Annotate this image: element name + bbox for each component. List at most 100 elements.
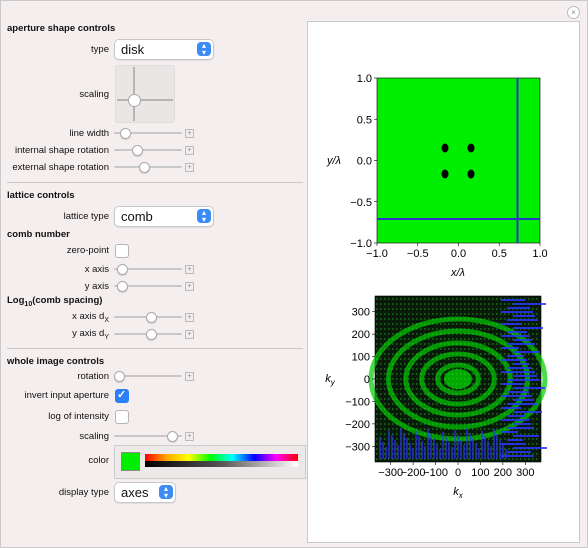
- log-intensity-checkbox[interactable]: [115, 410, 129, 424]
- plus-icon[interactable]: +: [185, 163, 194, 172]
- y-tick-label: 300: [352, 307, 370, 319]
- plus-icon[interactable]: +: [185, 313, 194, 322]
- comb-spacing-prefix: Log: [7, 295, 25, 306]
- scaling-label: scaling: [79, 89, 109, 100]
- y-axis-label: y axis: [84, 281, 109, 292]
- diffraction-xlabel: kx: [453, 486, 464, 500]
- internal-rotation-slider[interactable]: +: [114, 145, 194, 156]
- diffraction-ylabel: ky: [325, 373, 336, 387]
- plus-icon[interactable]: +: [185, 146, 194, 155]
- x-tick-label: −1.0: [366, 248, 388, 260]
- x-tick-label: 0.0: [451, 248, 466, 260]
- x-axis-d-slider[interactable]: +: [114, 312, 194, 323]
- aperture-dot: [441, 143, 449, 153]
- section-divider: [7, 182, 303, 183]
- plus-icon[interactable]: +: [185, 282, 194, 291]
- lattice-type-value: comb: [121, 209, 153, 224]
- display-type-select[interactable]: axes ▴ ▾: [114, 482, 176, 503]
- diffraction-ring: [435, 362, 481, 396]
- plus-icon[interactable]: +: [185, 372, 194, 381]
- scaling-whole-slider[interactable]: +: [114, 431, 194, 442]
- slider-thumb[interactable]: [131, 145, 143, 156]
- y-tick-label: 200: [352, 329, 370, 341]
- color-gradient-bar[interactable]: [145, 454, 298, 467]
- zero-point-checkbox[interactable]: [115, 244, 129, 258]
- color-swatch[interactable]: [121, 452, 140, 471]
- slider-track: [114, 435, 182, 437]
- scaling-2d-slider[interactable]: [115, 65, 175, 123]
- diffraction-pattern: [368, 298, 548, 460]
- comb-spacing-suffix: (comb spacing): [32, 295, 103, 306]
- diffraction-plot: −300−200−100 0 100 200 300−300−200−100010020…: [325, 295, 548, 500]
- x-tick-label: 200: [494, 467, 512, 479]
- aperture-ticks: −1.0 −0.5 0.0 0.5 1.0 −1.0 −0.5 0.0 0.5 1.0: [350, 73, 547, 260]
- slider-thumb[interactable]: [138, 162, 150, 173]
- slider-thumb[interactable]: [146, 312, 158, 323]
- y-tick-label: 100: [352, 352, 370, 364]
- plus-icon[interactable]: +: [185, 330, 194, 339]
- slider-thumb[interactable]: [119, 128, 131, 139]
- internal-rotation-label: internal shape rotation: [14, 145, 109, 156]
- external-rotation-slider[interactable]: +: [114, 162, 194, 173]
- x-tick-label: 0: [455, 467, 461, 479]
- line-width-slider[interactable]: +: [114, 128, 194, 139]
- slider-thumb[interactable]: [167, 431, 179, 442]
- y-axis-d-label: y axis dY: [72, 328, 109, 341]
- comb-number-title: comb number: [7, 229, 70, 240]
- invert-label: invert input aperture: [24, 390, 110, 401]
- rotation-slider[interactable]: +: [114, 371, 194, 382]
- rotation-label: rotation: [77, 371, 109, 382]
- slider-track: [114, 268, 182, 270]
- lattice-type-select[interactable]: comb ▴ ▾: [114, 206, 214, 227]
- aperture-dot: [441, 169, 449, 179]
- x-axis-label: x axis: [84, 264, 109, 275]
- slider-thumb[interactable]: [146, 329, 158, 340]
- type-select[interactable]: disk ▴ ▾: [114, 39, 214, 60]
- color-label: color: [88, 455, 109, 466]
- line-width-label: line width: [69, 128, 109, 139]
- aperture-xlabel: x/λ: [450, 267, 465, 279]
- invert-checkbox[interactable]: [115, 388, 129, 403]
- aperture-ylabel: y/λ: [326, 155, 341, 167]
- x-tick-label: −200: [401, 467, 426, 479]
- type-label: type: [91, 44, 109, 55]
- aperture-dot: [467, 169, 475, 179]
- controls-panel: aperture shape controls type disk ▴ ▾ sca…: [3, 17, 306, 545]
- x-axis-d-sub: X: [104, 316, 109, 324]
- color-picker[interactable]: [114, 445, 306, 479]
- close-icon[interactable]: ×: [567, 6, 580, 19]
- slider-thumb[interactable]: [114, 371, 125, 382]
- slider-thumb[interactable]: [116, 281, 128, 292]
- y-tick-label: −1.0: [350, 238, 372, 250]
- plus-icon[interactable]: +: [185, 129, 194, 138]
- diffraction-xlabel-sub: x: [458, 491, 464, 500]
- slider-thumb[interactable]: [116, 264, 128, 275]
- y-axis-slider[interactable]: +: [114, 281, 194, 292]
- plus-icon[interactable]: +: [185, 432, 194, 441]
- plus-icon[interactable]: +: [185, 265, 194, 274]
- gradient-shade: [145, 461, 298, 467]
- y-tick-label: −0.5: [350, 197, 372, 209]
- chevron-updown-icon: ▴ ▾: [197, 42, 211, 57]
- chevron-updown-icon: ▴ ▾: [159, 485, 173, 500]
- x-tick-label: −100: [423, 467, 448, 479]
- comb-spacing-sub: 10: [24, 300, 33, 308]
- y-tick-label: −300: [345, 441, 370, 453]
- display-type-value: axes: [121, 485, 149, 500]
- output-pane: −1.0 −0.5 0.0 0.5 1.0 −1.0 −0.5 0.0 0.5 1.0 x/λ y…: [307, 21, 580, 543]
- x-axis-slider[interactable]: +: [114, 264, 194, 275]
- x-axis-d-text: x axis d: [72, 311, 105, 322]
- section-divider: [7, 348, 303, 349]
- y-axis-d-text: y axis d: [72, 328, 105, 339]
- y-axis-d-slider[interactable]: +: [114, 329, 194, 340]
- y-tick-label: 0: [364, 374, 370, 386]
- slider-track: [114, 132, 182, 134]
- external-rotation-label: external shape rotation: [12, 162, 109, 173]
- diffraction-ticks: −300−200−100 0 100 200 300−300−200−100010020…: [345, 307, 534, 479]
- y-tick-label: −200: [345, 419, 370, 431]
- pad-knob[interactable]: [128, 94, 141, 107]
- slider-track: [114, 375, 182, 377]
- log-intensity-label: log of intensity: [48, 411, 109, 422]
- diffraction-xlabel-main: k: [453, 486, 459, 498]
